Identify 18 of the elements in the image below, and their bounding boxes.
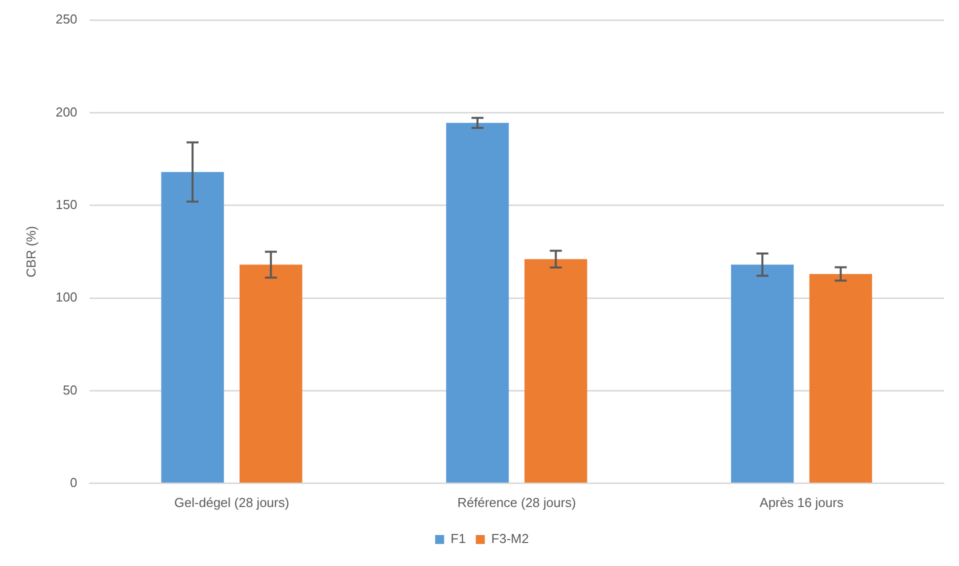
bar xyxy=(446,122,509,483)
y-axis-title: CBR (%) xyxy=(23,226,38,278)
legend-label: F1 xyxy=(450,531,466,546)
bar xyxy=(731,264,794,483)
y-tick-label: 0 xyxy=(70,474,78,490)
x-tick-label: Référence (28 jours) xyxy=(457,494,576,510)
bar xyxy=(524,259,588,483)
y-tick-label: 100 xyxy=(56,290,78,305)
y-tick-label: 200 xyxy=(56,104,78,120)
y-tick-label: 50 xyxy=(62,382,78,398)
x-tick-label: Après 16 jours xyxy=(760,494,844,510)
y-tick-label: 250 xyxy=(56,12,78,27)
x-tick-label: Gel-dégel (28 jours) xyxy=(174,494,290,510)
y-tick-label: 150 xyxy=(56,196,78,212)
bar xyxy=(161,172,224,483)
legend-label: F3-M2 xyxy=(491,531,529,546)
bar xyxy=(240,264,302,483)
bar xyxy=(809,274,872,483)
